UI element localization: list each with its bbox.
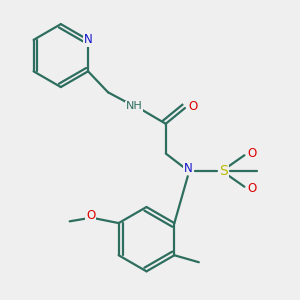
Text: S: S — [219, 164, 228, 178]
Text: O: O — [248, 182, 257, 195]
Text: O: O — [188, 100, 197, 113]
Text: N: N — [184, 162, 193, 175]
Text: O: O — [248, 147, 257, 160]
Text: NH: NH — [126, 101, 142, 111]
Text: N: N — [84, 33, 92, 46]
Text: O: O — [86, 208, 95, 221]
